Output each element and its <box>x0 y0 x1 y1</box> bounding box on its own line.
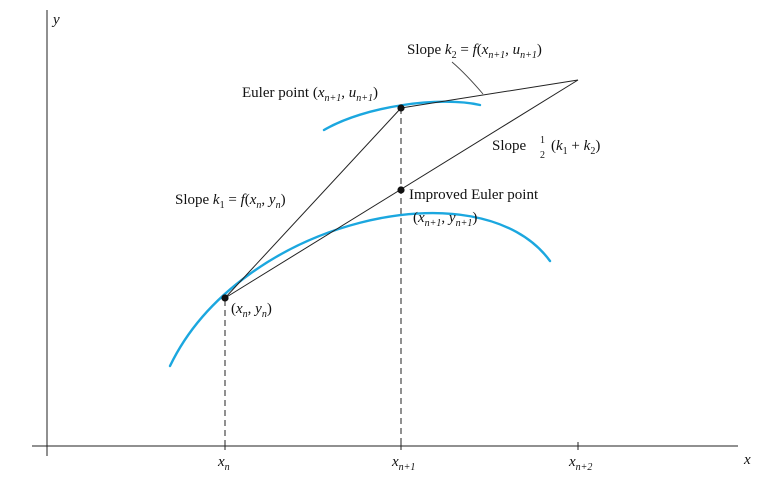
y-axis-label: y <box>51 12 60 28</box>
slope-average-label: Slope <box>492 138 527 154</box>
start-point-label: (xn, yn) <box>231 301 272 320</box>
x-axis-label: x <box>743 452 751 468</box>
improved-euler-point-dot <box>397 186 405 194</box>
slope-k1-line <box>224 107 402 299</box>
tick-label-xn1: xn+1 <box>391 454 415 473</box>
slope-k2-line <box>400 79 579 109</box>
slope-k1-label: Slope k1 = f(xn, yn) <box>175 192 286 211</box>
euler-point-label: Euler point (xn+1, un+1) <box>242 85 378 104</box>
half-fraction-denominator: 2 <box>540 150 545 161</box>
improved-euler-label: Improved Euler point <box>409 187 539 203</box>
half-fraction-numerator: 1 <box>540 135 545 146</box>
slope-k2-leader <box>451 61 484 95</box>
lower-solution-curve <box>168 211 552 368</box>
improved-euler-coords: (xn+1, yn+1) <box>413 210 477 229</box>
tick-label-xn: xn <box>217 454 230 473</box>
tick-label-xn2: xn+2 <box>568 454 592 473</box>
euler-point-dot <box>397 104 405 112</box>
slope-average-expression: (k1 + k2) <box>551 138 600 157</box>
start-point-dot <box>221 294 229 302</box>
slope-k2-label: Slope k2 = f(xn+1, un+1) <box>407 42 542 61</box>
